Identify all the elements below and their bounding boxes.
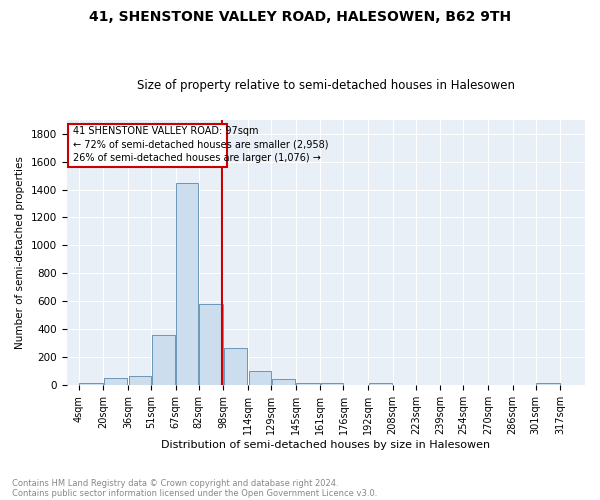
Text: 26% of semi-detached houses are larger (1,076) →: 26% of semi-detached houses are larger (… (73, 154, 320, 164)
Title: Size of property relative to semi-detached houses in Halesowen: Size of property relative to semi-detach… (137, 79, 515, 92)
Bar (248, 372, 271, 386)
Text: Contains public sector information licensed under the Open Government Licence v3: Contains public sector information licen… (12, 488, 377, 498)
Bar (272, 379, 295, 386)
Bar (152, 335, 175, 386)
Text: ← 72% of semi-detached houses are smaller (2,958): ← 72% of semi-detached houses are smalle… (73, 140, 328, 150)
Bar (321, 382, 343, 386)
Bar (224, 348, 247, 386)
Bar (368, 382, 392, 386)
Text: Contains HM Land Registry data © Crown copyright and database right 2024.: Contains HM Land Registry data © Crown c… (12, 478, 338, 488)
Bar (176, 182, 198, 386)
Text: 41, SHENSTONE VALLEY ROAD, HALESOWEN, B62 9TH: 41, SHENSTONE VALLEY ROAD, HALESOWEN, B6… (89, 10, 511, 24)
Y-axis label: Number of semi-detached properties: Number of semi-detached properties (15, 156, 25, 349)
Bar (536, 382, 560, 386)
FancyBboxPatch shape (68, 124, 227, 167)
Bar (296, 382, 320, 386)
Bar (79, 382, 103, 386)
Bar (199, 304, 223, 386)
Bar (104, 378, 127, 386)
X-axis label: Distribution of semi-detached houses by size in Halesowen: Distribution of semi-detached houses by … (161, 440, 490, 450)
Text: 41 SHENSTONE VALLEY ROAD: 97sqm: 41 SHENSTONE VALLEY ROAD: 97sqm (73, 126, 258, 136)
Bar (128, 376, 151, 386)
